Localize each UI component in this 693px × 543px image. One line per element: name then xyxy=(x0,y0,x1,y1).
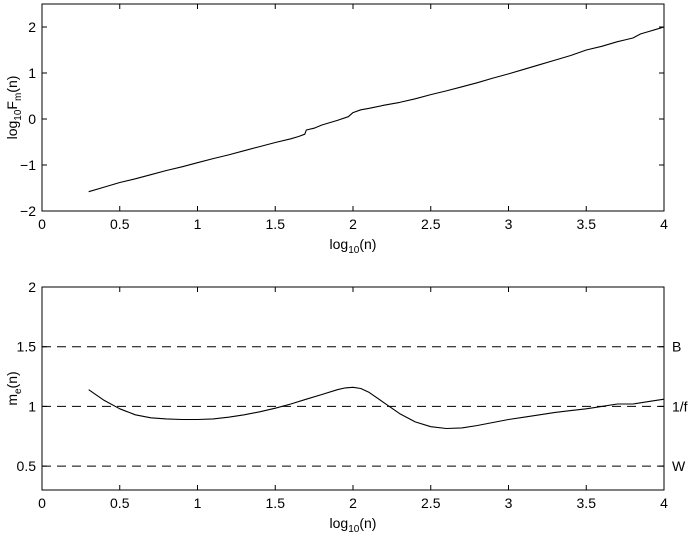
x-tick-label: 2.5 xyxy=(421,495,441,511)
x-axis-label: log10(n) xyxy=(330,236,377,256)
x-tick-label: 0.5 xyxy=(110,216,130,232)
reference-line-label: B xyxy=(672,339,681,355)
x-tick-label: 2 xyxy=(349,495,357,511)
bottom-plot: B 1/f W 0 0.5 1 1.5 2 2.5 3 3.5 4 0.5 1 1.5 2 log10(n) me… xyxy=(4,279,688,535)
y-axis-label: log10Fm(n) xyxy=(4,76,24,140)
x-axis-label: log10(n) xyxy=(330,515,377,535)
y-tick-label: 2 xyxy=(28,279,36,295)
x-tick-label: 4 xyxy=(660,216,668,232)
axes-frame xyxy=(41,286,665,491)
y-tick-label: 1 xyxy=(28,65,36,81)
x-tick-label: 1.5 xyxy=(266,216,286,232)
x-tick-label: 2.5 xyxy=(421,216,441,232)
x-tick-label: 0 xyxy=(38,495,46,511)
x-tick-label: 3 xyxy=(505,216,513,232)
reference-line-label: 1/f xyxy=(672,398,688,414)
x-tick-label: 3 xyxy=(505,495,513,511)
y-tick-label: 0 xyxy=(28,111,36,127)
y-tick-label: −2 xyxy=(20,203,36,219)
series-line xyxy=(88,26,665,193)
series-line xyxy=(88,386,665,430)
x-tick-label: 0.5 xyxy=(110,495,130,511)
x-tick-label: 2 xyxy=(349,216,357,232)
top-plot: 0 0.5 1 1.5 2 2.5 3 3.5 4 −2 −1 0 1 2 log10(n) log10Fm(… xyxy=(4,3,668,256)
x-tick-label: 4 xyxy=(660,495,668,511)
x-tick-label: 3.5 xyxy=(577,495,597,511)
x-tick-label: 0 xyxy=(38,216,46,232)
reference-line-label: W xyxy=(672,458,686,474)
x-tick-label: 1 xyxy=(194,495,202,511)
y-tick-label: 1 xyxy=(28,398,36,414)
x-tick-label: 3.5 xyxy=(577,216,597,232)
axes-frame xyxy=(41,3,665,212)
x-tick-label: 1.5 xyxy=(266,495,286,511)
y-tick-label: −1 xyxy=(20,157,36,173)
x-tick-label: 1 xyxy=(194,216,202,232)
y-tick-label: 0.5 xyxy=(17,458,37,474)
y-axis-label: me(n) xyxy=(4,371,24,405)
y-tick-label: 2 xyxy=(28,19,36,35)
y-tick-label: 1.5 xyxy=(17,339,37,355)
